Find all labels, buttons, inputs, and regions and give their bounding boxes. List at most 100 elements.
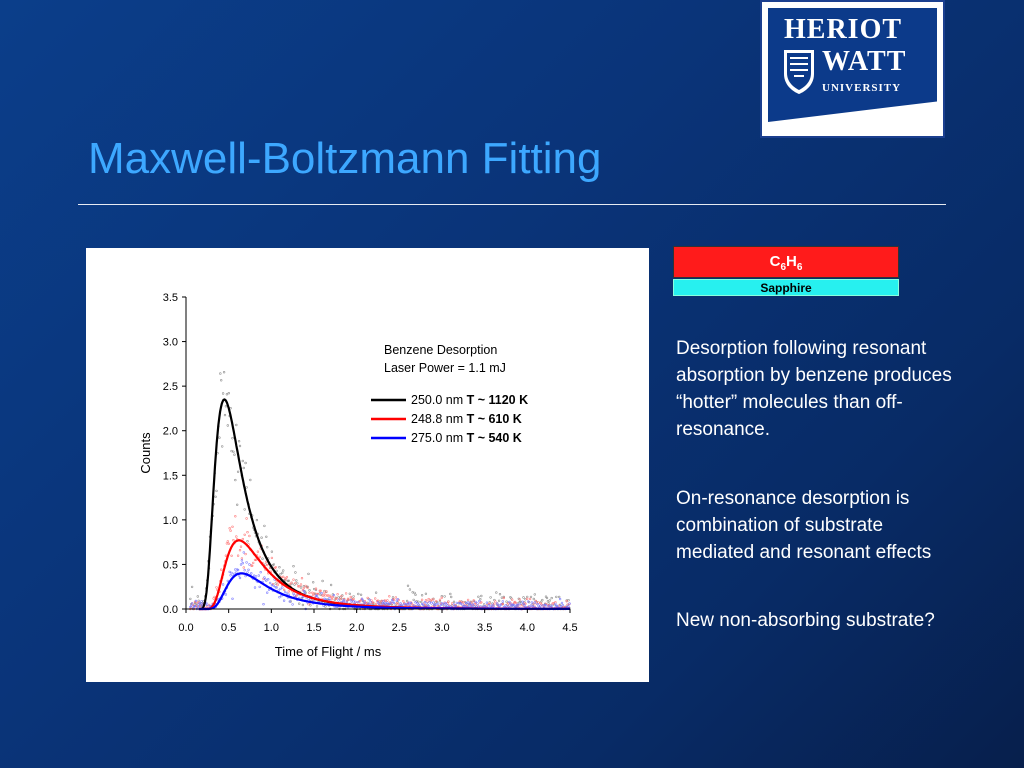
data-point (238, 549, 242, 552)
data-point (215, 489, 218, 493)
data-point (298, 585, 301, 588)
data-point (528, 597, 532, 601)
data-point (272, 584, 276, 588)
data-point (299, 586, 303, 589)
data-point (489, 596, 492, 599)
data-point (288, 600, 292, 603)
data-point (243, 569, 246, 572)
data-point (260, 536, 263, 539)
data-point (350, 600, 353, 603)
data-point (255, 518, 259, 522)
data-point (352, 595, 355, 598)
data-point (374, 597, 377, 600)
data-point (309, 604, 312, 607)
x-tick-label: 3.0 (434, 622, 449, 634)
data-point (555, 595, 558, 599)
data-point (254, 575, 258, 578)
data-point (369, 600, 372, 604)
data-point (414, 593, 417, 596)
data-point (262, 603, 265, 606)
data-point (205, 603, 209, 606)
legend-temperature: T ~ 540 K (467, 431, 522, 445)
data-point (229, 574, 232, 577)
data-point (250, 572, 253, 575)
data-point (282, 569, 285, 572)
data-point (291, 603, 294, 606)
data-point (357, 592, 360, 596)
data-point (560, 601, 564, 605)
data-point (268, 581, 272, 585)
data-point (295, 579, 298, 582)
data-point (508, 600, 511, 604)
data-point (388, 595, 391, 598)
data-point (504, 604, 507, 607)
data-point (511, 598, 514, 601)
data-point (281, 571, 284, 575)
data-point (272, 563, 276, 566)
data-point (290, 581, 293, 584)
y-tick-label: 1.0 (163, 515, 178, 527)
data-point (267, 578, 270, 581)
data-point (219, 372, 222, 375)
data-point (430, 598, 433, 601)
data-point (392, 601, 396, 605)
data-point (423, 601, 427, 604)
data-point (236, 554, 240, 557)
data-point (325, 590, 328, 593)
data-point (215, 586, 218, 589)
data-point (521, 600, 524, 603)
data-point (546, 600, 550, 603)
data-point (247, 568, 250, 571)
data-point (227, 542, 231, 545)
data-point (320, 592, 323, 595)
data-point (372, 601, 375, 604)
data-point (278, 596, 281, 599)
data-point (516, 604, 520, 607)
data-point (308, 591, 311, 594)
data-point (499, 603, 503, 606)
data-point (294, 571, 297, 574)
data-point (485, 604, 489, 607)
data-point (491, 603, 494, 606)
data-point (302, 586, 306, 590)
y-axis-label: Counts (138, 432, 153, 474)
data-point (558, 597, 562, 601)
data-point (480, 601, 483, 604)
data-point (403, 602, 406, 605)
data-point (449, 605, 452, 608)
data-point (318, 589, 322, 592)
data-point (432, 598, 435, 601)
data-point (241, 459, 245, 463)
data-point (428, 601, 431, 604)
data-point (278, 566, 281, 569)
data-point (244, 574, 247, 578)
data-point (315, 594, 319, 597)
data-point (248, 534, 251, 538)
data-point (307, 572, 310, 576)
chart-legend: Benzene Desorption Laser Power = 1.1 mJ 25… (371, 343, 528, 445)
data-point (189, 597, 192, 601)
data-point (357, 600, 360, 604)
data-point (199, 603, 202, 606)
data-point (300, 577, 304, 580)
data-point (235, 535, 238, 538)
layer-label-c: C (769, 253, 781, 270)
y-tick-label: 0.5 (163, 559, 178, 571)
data-point (427, 597, 430, 601)
benzene-layer: C6H6 (673, 246, 899, 278)
data-point (246, 540, 249, 543)
data-point (343, 599, 346, 602)
data-point (236, 470, 240, 474)
data-point (337, 599, 340, 602)
paragraph-3: New non-absorbing substrate? (676, 610, 935, 631)
data-point (245, 486, 248, 489)
data-point (308, 589, 311, 592)
data-point (361, 599, 365, 602)
data-point (221, 392, 225, 395)
data-point (472, 599, 475, 602)
data-point (228, 527, 231, 530)
data-point (330, 597, 334, 601)
data-point (266, 591, 269, 594)
logo-text-university: UNIVERSITY (822, 82, 902, 94)
data-point (298, 602, 301, 605)
